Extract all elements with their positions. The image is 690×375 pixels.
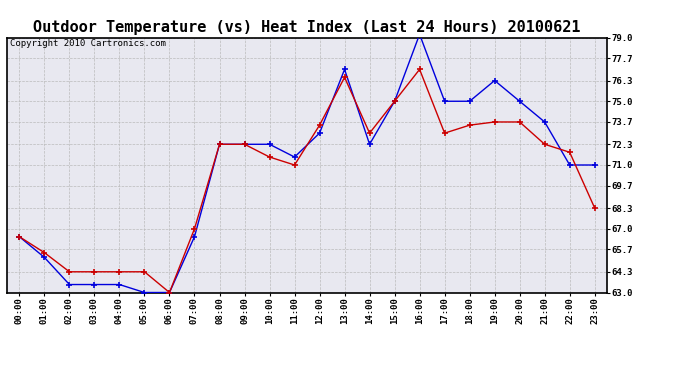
Text: Copyright 2010 Cartronics.com: Copyright 2010 Cartronics.com [10,39,166,48]
Title: Outdoor Temperature (vs) Heat Index (Last 24 Hours) 20100621: Outdoor Temperature (vs) Heat Index (Las… [33,20,581,35]
